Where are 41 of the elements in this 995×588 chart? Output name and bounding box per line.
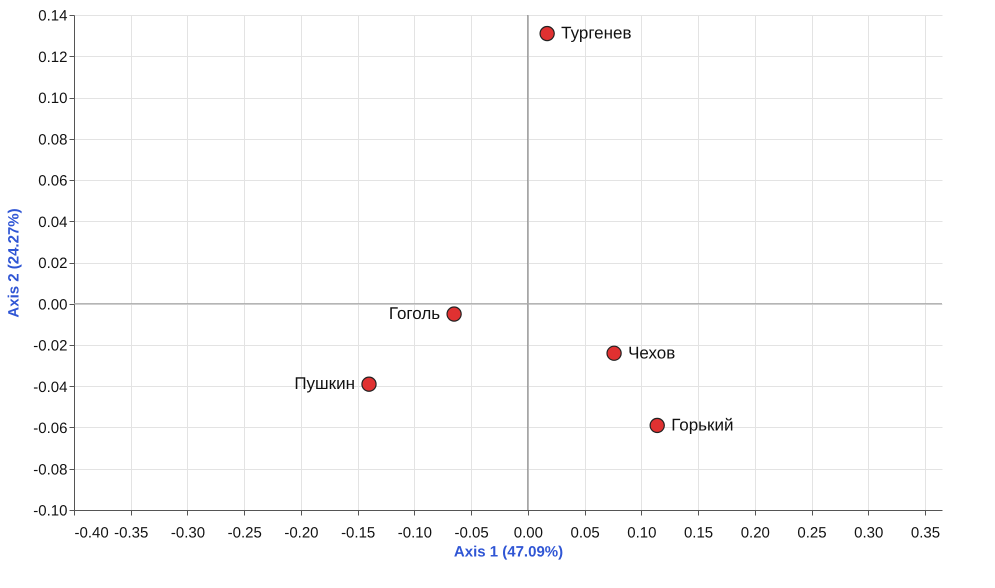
y-tick-label: 0.04 bbox=[38, 214, 68, 231]
annotation: Гоголь bbox=[388, 304, 440, 324]
annotation: Чехов bbox=[628, 343, 676, 362]
x-tick-label: 0.35 bbox=[910, 524, 940, 542]
point bbox=[650, 418, 665, 434]
x-tick-label: 0.15 bbox=[684, 524, 714, 542]
y-tick-label: 0.02 bbox=[38, 255, 68, 272]
y-tick-label: -0.06 bbox=[33, 420, 68, 437]
annotation: Тургенев bbox=[561, 24, 632, 43]
y-tick-label: 0.08 bbox=[38, 131, 68, 148]
x-tick-label: -0.30 bbox=[170, 524, 206, 542]
y-tick-label: 0.12 bbox=[38, 48, 68, 66]
x-tick-label: 0.00 bbox=[514, 524, 543, 542]
point bbox=[446, 306, 462, 322]
y-tick-label: -0.02 bbox=[33, 338, 68, 354]
x-tick-label: -0.15 bbox=[341, 524, 376, 542]
point bbox=[606, 346, 622, 361]
x-axis-title: Axis 1 (47.09%) bbox=[454, 544, 564, 560]
y-tick-label: 0.14 bbox=[38, 8, 68, 24]
x-tick-label: -0.25 bbox=[228, 524, 262, 542]
x-tick-label: 0.20 bbox=[740, 524, 770, 542]
x-tick-label: 0.05 bbox=[570, 524, 600, 542]
y-axis-title: Axis 2 (24.27%) bbox=[5, 208, 22, 318]
x-tick-label: -0.20 bbox=[284, 524, 319, 542]
annotation: Пушкин bbox=[294, 374, 356, 394]
annotation: Горький bbox=[671, 415, 734, 434]
x-tick-label: -0.05 bbox=[454, 524, 489, 542]
x-tick-label: 0.10 bbox=[627, 524, 656, 542]
y-tick-label: 0.10 bbox=[38, 90, 68, 107]
y-tick-label: -0.04 bbox=[33, 378, 68, 396]
y-tick-label: 0.06 bbox=[38, 172, 68, 190]
x-tick-label: -0.35 bbox=[114, 524, 148, 542]
x-tick-label: -0.40 bbox=[74, 524, 109, 542]
x-tick-label: 0.30 bbox=[854, 524, 884, 542]
y-tick-label: -0.10 bbox=[33, 502, 68, 520]
y-tick-label: -0.08 bbox=[33, 461, 68, 478]
x-tick-label: -0.10 bbox=[398, 524, 432, 542]
point bbox=[361, 376, 377, 392]
point bbox=[539, 26, 555, 42]
x-tick-label: 0.25 bbox=[797, 524, 827, 542]
y-tick-label: 0.00 bbox=[38, 296, 68, 314]
